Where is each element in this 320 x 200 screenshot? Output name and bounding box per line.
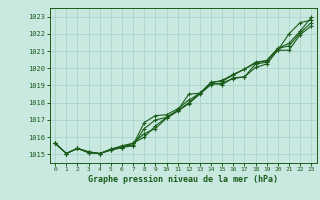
X-axis label: Graphe pression niveau de la mer (hPa): Graphe pression niveau de la mer (hPa) <box>88 175 278 184</box>
